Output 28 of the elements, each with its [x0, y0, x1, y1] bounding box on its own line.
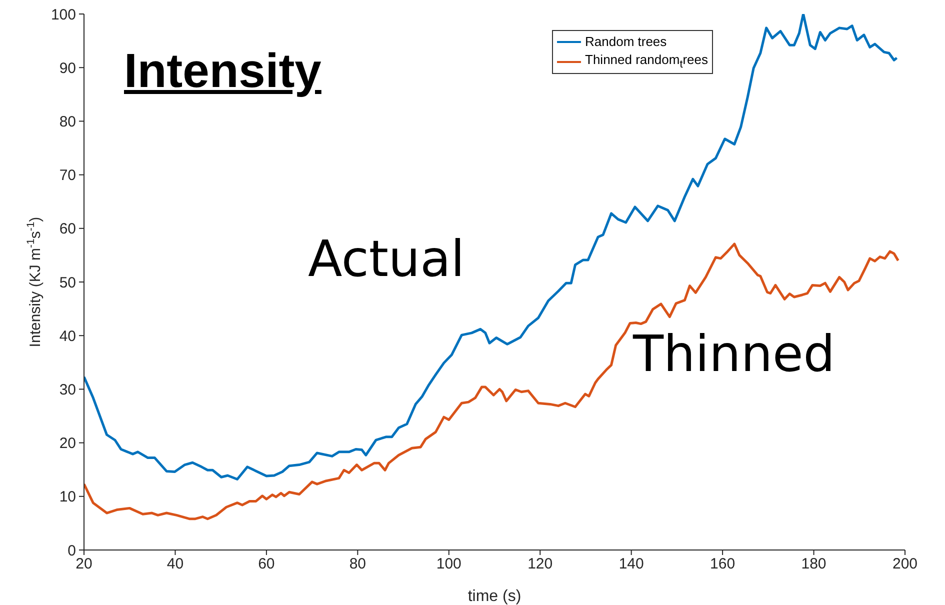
- line-series: [84, 14, 898, 480]
- x-tick-label: 60: [258, 556, 275, 573]
- x-axis-title: time (s): [468, 588, 522, 605]
- y-tick-label: 20: [59, 435, 76, 452]
- x-tick-label: 160: [710, 556, 736, 573]
- x-tick-label: 80: [349, 556, 366, 573]
- x-tick-label: 140: [618, 556, 644, 573]
- annotation: Actual: [308, 230, 465, 288]
- y-tick-label: 40: [59, 328, 76, 345]
- text: Intensity: [124, 44, 322, 99]
- annotation: Thinned: [633, 325, 836, 383]
- legend-label: Thinned random$_{t}$rees: [585, 50, 708, 72]
- y-tick-label: 60: [59, 220, 76, 238]
- y-tick-label: 10: [59, 488, 76, 506]
- y-tick-label: 100: [50, 6, 76, 24]
- y-tick-label: 30: [59, 382, 76, 399]
- y-tick-label: 0: [68, 542, 76, 560]
- x-tick-label: 120: [528, 556, 553, 573]
- x-tick-label: 100: [436, 556, 462, 573]
- x-tick-label: 40: [166, 556, 184, 573]
- y-tick-label: 90: [59, 60, 76, 77]
- y-tick-label: 50: [59, 274, 76, 292]
- y-tick-label: 70: [59, 167, 76, 184]
- x-tick-label: 20: [76, 556, 92, 573]
- x-tick-label: 180: [801, 556, 826, 573]
- x-tick-label: 200: [892, 556, 918, 573]
- y-tick-label: 80: [59, 114, 76, 131]
- legend-label: Random trees: [585, 33, 667, 51]
